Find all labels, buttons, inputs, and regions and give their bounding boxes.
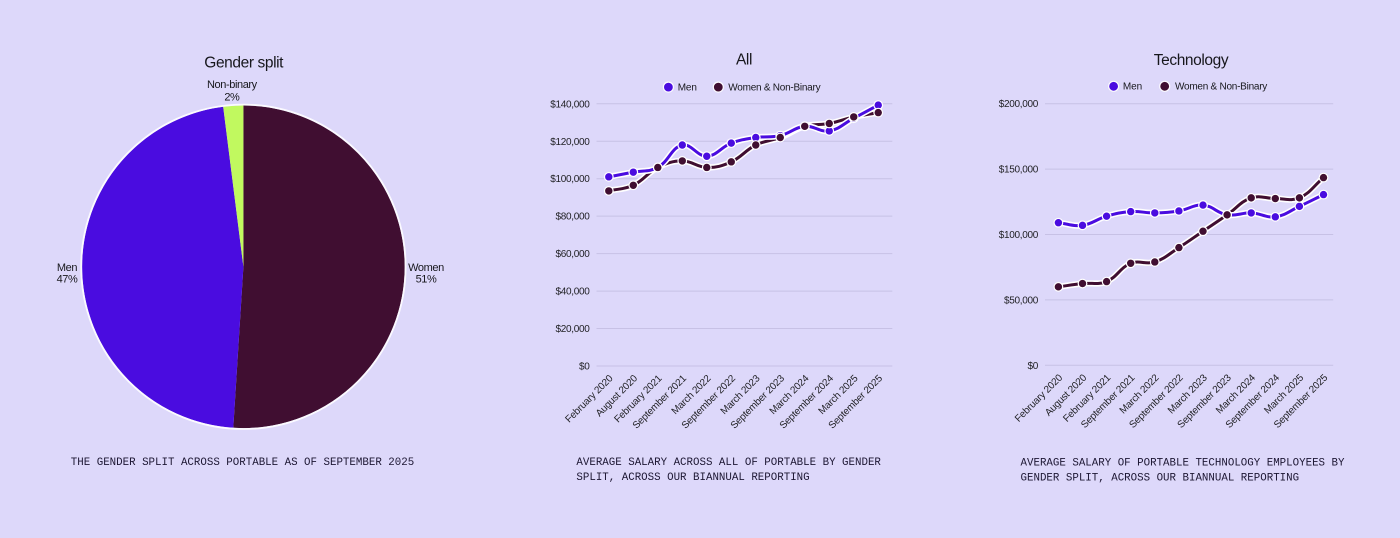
svg-text:$50,000: $50,000 (1004, 295, 1039, 306)
svg-text:$100,000: $100,000 (999, 230, 1039, 241)
svg-text:AVERAGE SALARY OF PORTABLE TEC: AVERAGE SALARY OF PORTABLE TECHNOLOGY EM… (1021, 458, 1345, 470)
svg-text:$0: $0 (1027, 361, 1038, 372)
svg-text:$0: $0 (579, 362, 590, 373)
svg-text:Men: Men (57, 262, 77, 274)
svg-text:Women & Non-Binary: Women & Non-Binary (1175, 82, 1267, 93)
svg-text:$120,000: $120,000 (550, 137, 590, 148)
svg-text:SPLIT, ACROSS OUR BIANNUAL REP: SPLIT, ACROSS OUR BIANNUAL REPORTING (576, 472, 809, 484)
svg-text:$200,000: $200,000 (999, 99, 1039, 110)
svg-text:Technology: Technology (1154, 52, 1229, 69)
svg-text:$100,000: $100,000 (550, 174, 590, 185)
svg-text:Men: Men (678, 82, 697, 93)
svg-text:51%: 51% (416, 274, 437, 286)
svg-text:2%: 2% (224, 92, 240, 104)
svg-text:Gender split: Gender split (204, 54, 284, 71)
svg-text:$40,000: $40,000 (555, 287, 590, 298)
svg-text:47%: 47% (57, 274, 78, 286)
svg-text:AVERAGE SALARY ACROSS ALL OF P: AVERAGE SALARY ACROSS ALL OF PORTABLE BY… (576, 457, 881, 469)
svg-text:$20,000: $20,000 (555, 324, 590, 335)
svg-text:Men: Men (1123, 82, 1142, 93)
svg-text:$60,000: $60,000 (555, 249, 590, 260)
svg-text:GENDER SPLIT, ACROSS OUR BIANN: GENDER SPLIT, ACROSS OUR BIANNUAL REPORT… (1021, 473, 1300, 485)
svg-text:THE GENDER SPLIT ACROSS PORTAB: THE GENDER SPLIT ACROSS PORTABLE AS OF S… (71, 457, 414, 469)
svg-text:All: All (736, 52, 752, 69)
svg-text:$140,000: $140,000 (550, 99, 590, 110)
svg-text:Non-binary: Non-binary (207, 79, 258, 91)
svg-text:Women & Non-Binary: Women & Non-Binary (728, 82, 820, 93)
svg-text:Women: Women (408, 262, 444, 274)
svg-text:$150,000: $150,000 (999, 165, 1039, 176)
svg-text:$80,000: $80,000 (555, 212, 590, 223)
